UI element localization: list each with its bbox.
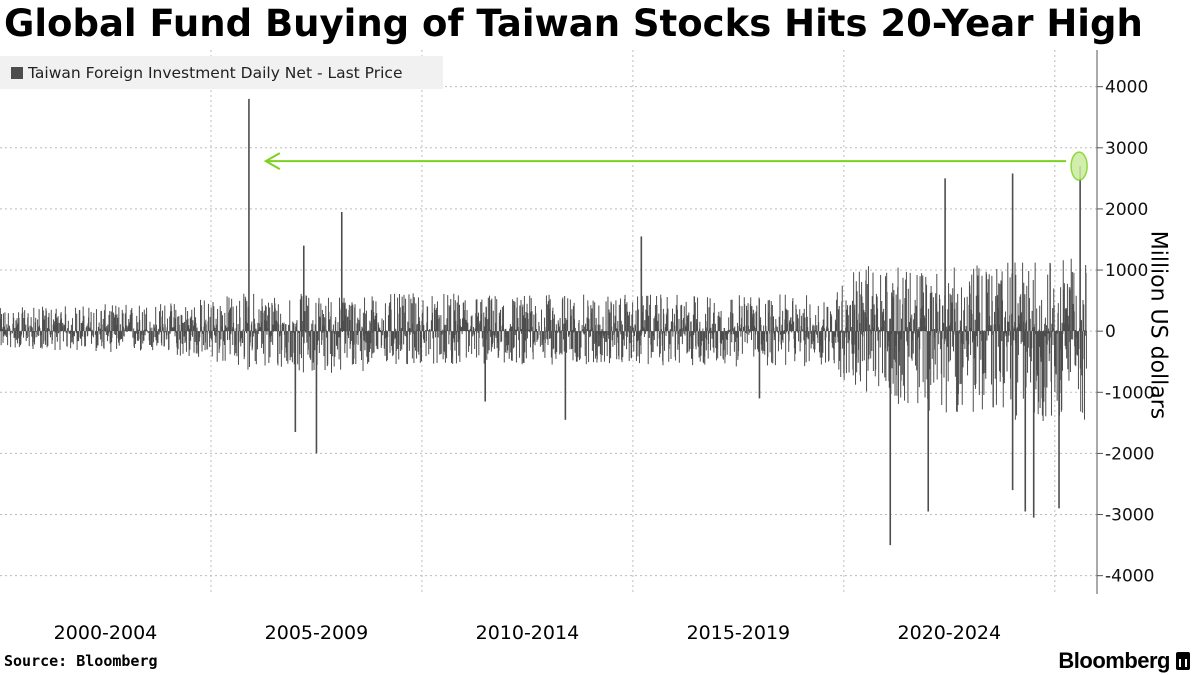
x-tick-label: 2005-2009	[264, 622, 369, 644]
y-axis: 4000 3000 2000 1000 0 -1000 -2000 -3000 -4000	[1096, 50, 1154, 594]
source-note: Source: Bloomberg	[4, 652, 158, 670]
highlight-ellipse	[1070, 151, 1088, 181]
y-tick-label: 3000	[1105, 139, 1148, 159]
bloomberg-icon	[1176, 652, 1190, 670]
x-tick-label: 2000-2004	[53, 622, 158, 644]
highlight-arrow-head	[263, 152, 281, 170]
y-tick-label: -3000	[1105, 506, 1154, 526]
brand-logo: Bloomberg	[1058, 648, 1190, 674]
legend-label: Taiwan Foreign Investment Daily Net - La…	[28, 63, 403, 82]
y-tick-label: 0	[1105, 322, 1116, 342]
y-tick-label: -4000	[1105, 567, 1154, 587]
y-tick-label: -2000	[1105, 444, 1154, 464]
x-tick-label: 2010-2014	[475, 622, 580, 644]
x-tick-label: 2020-2024	[897, 622, 1002, 644]
x-tick-label: 2015-2019	[686, 622, 791, 644]
series-daily-bars	[0, 258, 1087, 421]
legend: Taiwan Foreign Investment Daily Net - La…	[0, 56, 443, 89]
legend-swatch	[11, 66, 23, 79]
highlight-annotation	[263, 151, 1088, 181]
y-axis-label: Million US dollars	[1145, 230, 1171, 420]
y-tick-label: 2000	[1105, 200, 1148, 220]
chart-title: Global Fund Buying of Taiwan Stocks Hits…	[4, 2, 1143, 45]
series-bars	[0, 98, 1087, 546]
y-tick-label: -1000	[1105, 383, 1154, 403]
brand-name: Bloomberg	[1058, 648, 1170, 673]
y-tick-label: 1000	[1105, 261, 1148, 281]
y-tick-label: 4000	[1105, 78, 1148, 98]
